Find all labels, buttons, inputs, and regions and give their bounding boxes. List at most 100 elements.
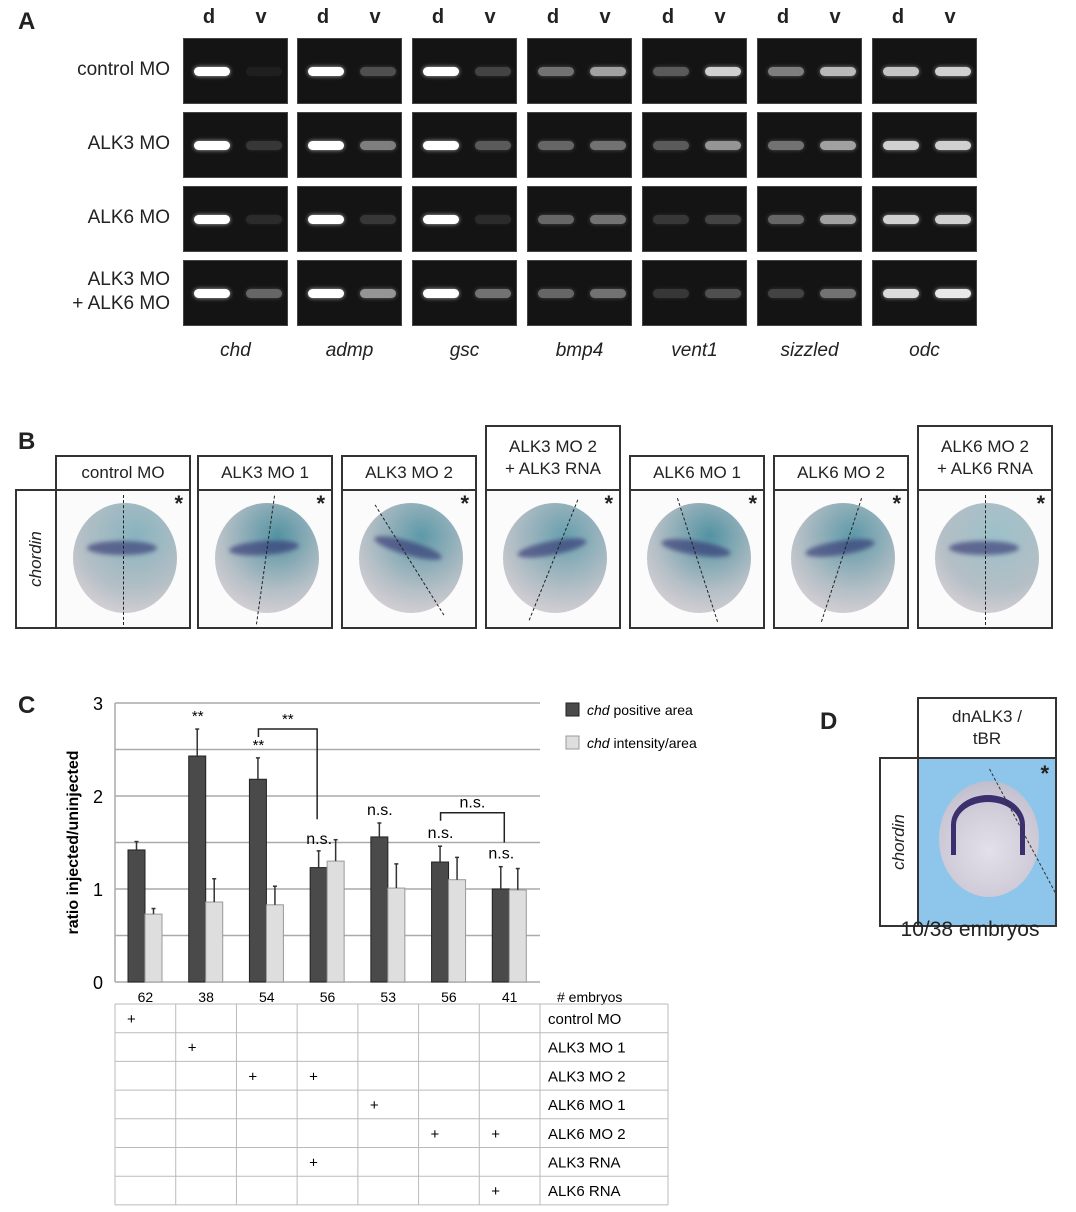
gel-image [642, 260, 747, 326]
gel-band [475, 215, 511, 224]
row-label: ALK6 MO [87, 207, 170, 228]
gel-image [183, 186, 288, 252]
x-tick-label: 38 [198, 989, 214, 1005]
gel-image [527, 186, 632, 252]
gel-image [412, 38, 517, 104]
gel-band [820, 289, 856, 298]
embryo [73, 503, 177, 613]
panel-d-row-label: chordin [889, 814, 909, 870]
table-plus-mark: + [370, 1097, 379, 1114]
lane-label-v: v [255, 6, 267, 28]
lane-label-v: v [829, 6, 841, 28]
panel-a-label: A [18, 8, 36, 35]
gel-band [538, 215, 574, 224]
gel-band [246, 215, 282, 224]
column-header: ALK6 MO 2 + ALK6 RNA [917, 425, 1053, 491]
marker-asterisk: * [748, 491, 757, 516]
gel-band [360, 141, 396, 150]
gel-image [642, 186, 747, 252]
gel-band [883, 289, 919, 298]
column-header: ALK6 MO 1 [629, 455, 765, 491]
lane-label-d: d [661, 6, 675, 28]
gel-band [768, 289, 804, 298]
y-tick-label: 0 [93, 973, 103, 993]
gel-band [883, 67, 919, 76]
x-tick-label: 53 [380, 989, 396, 1005]
column-header: ALK3 MO 2 + ALK3 RNA [485, 425, 621, 491]
table-row-label: ALK3 RNA [548, 1155, 621, 1172]
legend-swatch [565, 702, 580, 717]
significance-label: n.s. [488, 846, 514, 863]
table-plus-mark: + [248, 1068, 257, 1085]
lane-label-v: v [369, 6, 381, 28]
table-row-label: control MO [548, 1011, 621, 1028]
lane-label-d: d [776, 6, 790, 28]
x-tick-label: 56 [320, 989, 336, 1005]
gel-image [183, 260, 288, 326]
gel-band [653, 215, 689, 224]
legend-text: intensity/area [610, 735, 697, 751]
gel-band [308, 67, 344, 76]
gel-band [705, 141, 741, 150]
table-plus-mark: + [127, 1011, 136, 1028]
marker-asterisk: * [174, 491, 183, 516]
panel-c-chart: 0 1 2 3 ratio injected/uninjected 62 38 54 56 53 5… [65, 694, 697, 1206]
marker-asterisk: * [316, 491, 325, 516]
bar-positive-area [491, 888, 510, 983]
x-tick-label: 41 [502, 989, 518, 1005]
table-plus-mark: + [309, 1155, 318, 1172]
gel-band [246, 289, 282, 298]
bar-intensity [265, 904, 284, 983]
gel-band [590, 289, 626, 298]
gel-band [935, 67, 971, 76]
gel-image [412, 112, 517, 178]
gel-image [527, 112, 632, 178]
table-row-label: ALK6 MO 1 [548, 1097, 626, 1114]
gel-image [297, 260, 402, 326]
embryo [791, 503, 895, 613]
panel-d-caption: 10/38 embryos [900, 918, 1040, 941]
panel-d-column-header: dnALK3 / tBR [917, 697, 1057, 759]
marker-asterisk: * [1036, 491, 1045, 516]
bracket-label: n.s. [460, 795, 486, 812]
marker-asterisk: * [1040, 761, 1049, 786]
gel-band [475, 141, 511, 150]
gel-band [423, 215, 459, 224]
gel-band [194, 215, 230, 224]
gel-band [935, 215, 971, 224]
gel-band [820, 215, 856, 224]
gel-image [297, 38, 402, 104]
embryo-image: * [55, 489, 191, 629]
gel-band [308, 215, 344, 224]
gel-band [423, 289, 459, 298]
panel-d-embryo-image: * [917, 757, 1057, 927]
gel-band [653, 289, 689, 298]
bar-positive-area [370, 836, 389, 983]
table-plus-mark: + [491, 1126, 500, 1143]
chordin-stain [949, 541, 1019, 555]
gel-band [194, 67, 230, 76]
marker-asterisk: * [604, 491, 613, 516]
gene-label: odc [909, 340, 940, 361]
gel-image [757, 186, 862, 252]
marker-asterisk: * [892, 491, 901, 516]
gel-band [935, 289, 971, 298]
gel-band [360, 215, 396, 224]
gel-band [935, 141, 971, 150]
gel-band [308, 141, 344, 150]
gel-band [820, 141, 856, 150]
embryo-image: * [629, 489, 765, 629]
row-label: control MO [77, 59, 170, 80]
gel-band [538, 67, 574, 76]
comparison-bracket [439, 811, 506, 843]
embryo [935, 503, 1039, 613]
gel-image [757, 112, 862, 178]
gene-label: admp [325, 340, 374, 361]
y-tick-label: 1 [93, 880, 103, 900]
y-tick-label: 3 [93, 694, 103, 714]
lane-label-d: d [891, 6, 905, 28]
lane-label-d: d [546, 6, 560, 28]
table-row-label: ALK3 MO 2 [548, 1068, 626, 1085]
gel-band [360, 67, 396, 76]
comparison-bracket [257, 728, 318, 820]
